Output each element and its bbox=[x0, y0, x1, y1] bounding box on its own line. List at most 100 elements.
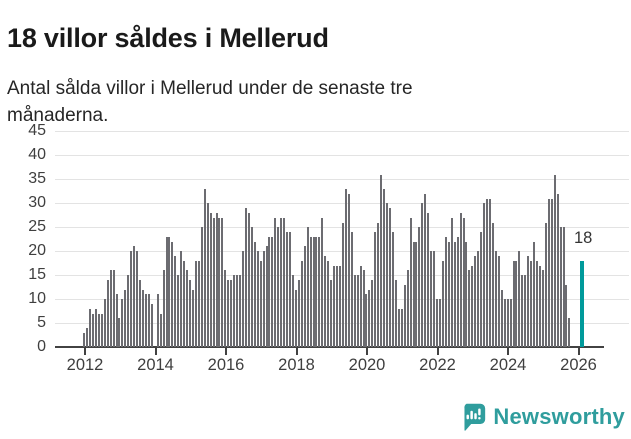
bar bbox=[347, 193, 350, 347]
bar bbox=[177, 275, 180, 347]
bar bbox=[215, 212, 218, 347]
bar bbox=[365, 294, 368, 347]
y-axis-tick-label: 0 bbox=[37, 338, 46, 355]
x-axis-tick-label: 2026 bbox=[560, 356, 597, 374]
bar bbox=[97, 313, 100, 347]
bar bbox=[183, 260, 186, 347]
bar bbox=[124, 289, 127, 347]
bar bbox=[362, 270, 365, 347]
bar bbox=[350, 232, 353, 347]
bar bbox=[418, 227, 421, 348]
bar bbox=[459, 212, 462, 347]
brand-logo: Newsworthy bbox=[461, 402, 625, 432]
bar bbox=[444, 236, 447, 347]
bar bbox=[83, 332, 86, 347]
bar bbox=[121, 299, 124, 347]
bar bbox=[280, 217, 283, 347]
y-axis-tick-label: 35 bbox=[28, 170, 46, 188]
bar bbox=[391, 232, 394, 347]
bar bbox=[471, 265, 474, 347]
bar bbox=[94, 308, 97, 347]
gridline bbox=[55, 178, 629, 180]
bar bbox=[294, 289, 297, 347]
bar bbox=[118, 318, 121, 347]
bar bbox=[206, 203, 209, 347]
bar bbox=[144, 294, 147, 347]
bar bbox=[218, 217, 221, 347]
highlight-value-label: 18 bbox=[574, 229, 593, 247]
bar bbox=[162, 270, 165, 347]
bar bbox=[330, 279, 333, 347]
bar bbox=[147, 294, 150, 347]
bar bbox=[180, 251, 183, 347]
chart-subtitle: Antal sålda villor i Mellerud under de s… bbox=[7, 75, 567, 129]
bar bbox=[368, 289, 371, 347]
x-axis-tick bbox=[154, 348, 157, 355]
x-axis-tick-label: 2022 bbox=[419, 356, 456, 374]
bar bbox=[453, 241, 456, 347]
bar bbox=[380, 174, 383, 347]
bar bbox=[300, 260, 303, 347]
bar bbox=[374, 232, 377, 347]
bar bbox=[524, 275, 527, 347]
bar bbox=[297, 279, 300, 347]
y-axis-tick-label: 25 bbox=[28, 218, 46, 236]
bar bbox=[547, 198, 550, 347]
bar bbox=[156, 294, 159, 347]
x-axis-tick-label: 2020 bbox=[348, 356, 386, 374]
bar bbox=[324, 256, 327, 347]
gridline bbox=[55, 154, 629, 156]
highlighted-bar bbox=[580, 260, 585, 347]
bar bbox=[421, 203, 424, 347]
bar bbox=[494, 251, 497, 347]
bar bbox=[436, 299, 439, 347]
bar bbox=[412, 241, 415, 347]
bar bbox=[553, 174, 556, 347]
bar bbox=[468, 270, 471, 347]
bar bbox=[142, 289, 145, 347]
bar bbox=[333, 265, 336, 347]
bar bbox=[291, 275, 294, 347]
bar bbox=[165, 236, 168, 347]
x-axis-tick bbox=[366, 348, 368, 355]
bar bbox=[556, 193, 559, 347]
y-axis-tick-label: 10 bbox=[28, 290, 46, 308]
bar bbox=[127, 275, 130, 347]
bar bbox=[536, 260, 539, 347]
bar bbox=[497, 256, 500, 347]
bar bbox=[212, 217, 215, 347]
bar bbox=[115, 294, 118, 347]
bar bbox=[488, 198, 491, 347]
bar bbox=[409, 217, 412, 347]
bar bbox=[341, 222, 344, 347]
bar bbox=[565, 284, 568, 347]
bar bbox=[530, 260, 533, 347]
y-axis-tick-label: 45 bbox=[28, 122, 46, 140]
bar bbox=[480, 232, 483, 347]
bar bbox=[450, 217, 453, 347]
newsworthy-icon bbox=[461, 403, 486, 431]
x-axis-tick bbox=[84, 348, 86, 355]
bar bbox=[518, 251, 521, 347]
bar bbox=[433, 251, 436, 347]
bar bbox=[400, 308, 403, 347]
bar bbox=[427, 212, 430, 347]
bar bbox=[168, 236, 171, 347]
bar bbox=[233, 275, 236, 347]
bar bbox=[189, 279, 192, 347]
bar bbox=[271, 236, 274, 347]
x-axis-tick bbox=[436, 348, 439, 355]
bar bbox=[321, 217, 324, 347]
bar bbox=[312, 236, 315, 347]
bar bbox=[86, 327, 89, 347]
bar bbox=[174, 256, 177, 347]
bar bbox=[112, 270, 115, 347]
bar bbox=[150, 303, 153, 347]
bar bbox=[521, 275, 524, 347]
bar bbox=[203, 188, 206, 347]
subtitle-line-1: Antal sålda villor i Mellerud under de s… bbox=[7, 78, 413, 99]
bar bbox=[559, 227, 562, 348]
bar bbox=[462, 217, 465, 347]
bar bbox=[339, 265, 342, 347]
bar bbox=[268, 236, 271, 347]
